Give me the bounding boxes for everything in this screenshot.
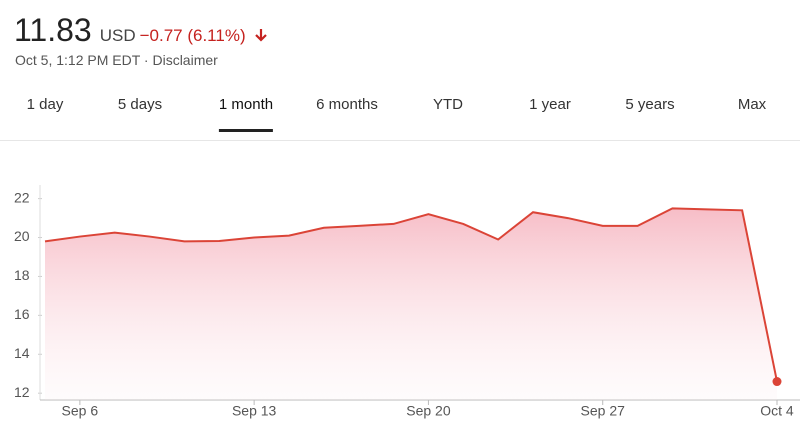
price-area: [45, 208, 777, 400]
range-tabs: 1 day 5 days 1 month 6 months YTD 1 year 5 yea…: [0, 92, 800, 141]
range-tab[interactable]: 1 day: [26, 96, 64, 113]
y-tick-label: 18: [14, 267, 30, 283]
price-line: [44, 207, 778, 382]
range-tab[interactable]: 1 year: [529, 96, 571, 113]
range-tab[interactable]: 5 days: [117, 96, 163, 113]
quote-header: 11.83 USD −0.77 (6.11%): [14, 12, 267, 49]
timestamp: Oct 5, 1:12 PM EDT: [15, 52, 141, 68]
y-tick-label: 12: [14, 384, 30, 400]
x-tick-label: Sep 20: [406, 403, 451, 419]
range-tab[interactable]: 5 years: [625, 96, 675, 113]
x-tick-label: Sep 27: [581, 403, 626, 419]
range-tab[interactable]: 1 month: [218, 96, 274, 132]
x-tick-label: Oct 4: [760, 403, 794, 419]
y-tick-label: 22: [14, 189, 30, 205]
x-tick-label: Sep 6: [62, 403, 99, 419]
price: 11.83: [14, 12, 92, 48]
range-tab[interactable]: Max: [737, 96, 767, 113]
y-tick-label: 14: [14, 345, 30, 361]
subtitle: Oct 5, 1:12 PM EDT · Disclaimer: [15, 52, 218, 68]
price-change: −0.77 (6.11%): [139, 26, 246, 45]
x-tick-label: Sep 13: [232, 403, 277, 419]
separator: ·: [143, 52, 149, 68]
y-tick-label: 16: [14, 306, 30, 322]
range-tab[interactable]: YTD: [433, 96, 463, 113]
disclaimer[interactable]: Disclaimer: [152, 52, 218, 68]
currency: USD: [99, 26, 136, 45]
last-point: [772, 377, 782, 387]
y-tick-label: 20: [14, 228, 30, 244]
down-arrow: [255, 29, 267, 42]
range-tab[interactable]: 6 months: [316, 96, 378, 113]
